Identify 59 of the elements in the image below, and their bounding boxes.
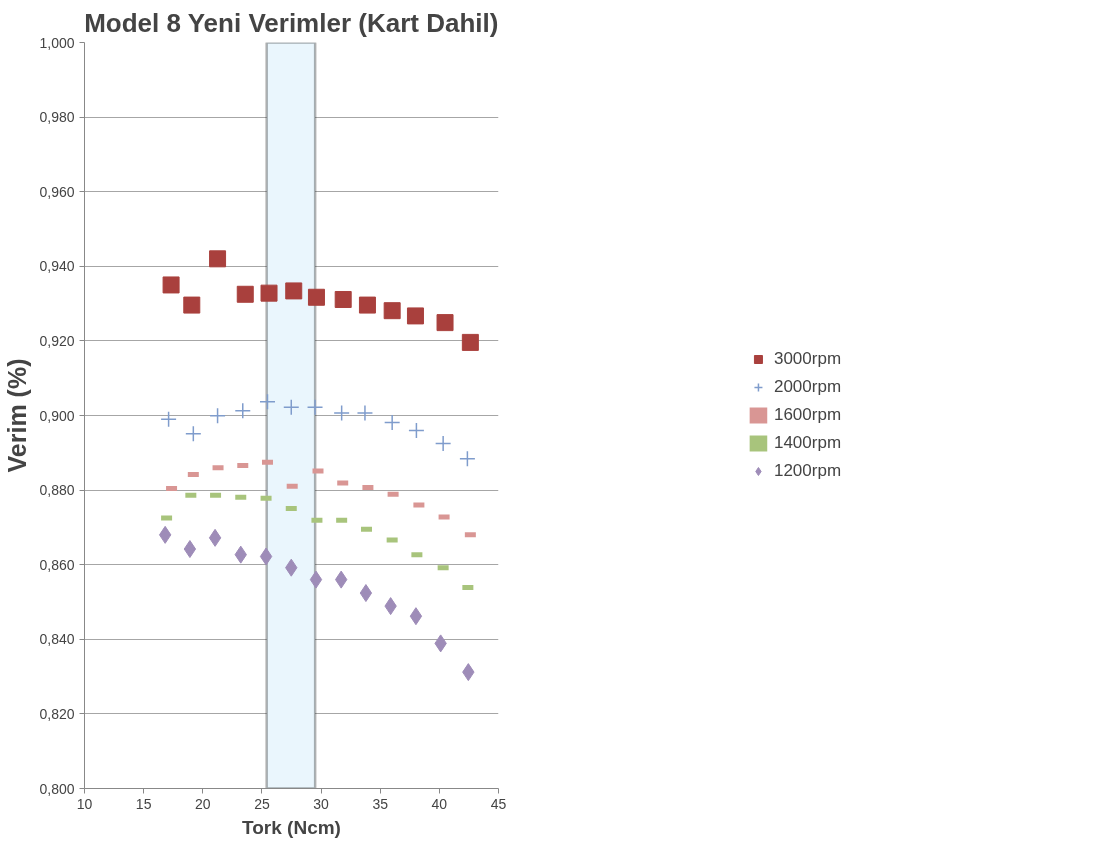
point	[359, 584, 373, 603]
x-tick-label: 25	[254, 795, 270, 812]
point	[309, 570, 323, 589]
point	[259, 393, 276, 410]
y-tick-label: 0,880	[39, 482, 75, 499]
x-tick-label: 10	[76, 795, 93, 812]
y-tick-label: 0,960	[39, 183, 75, 200]
legend-label: 1200rpm	[773, 461, 842, 481]
point	[307, 288, 325, 306]
y-tick-label: 0,840	[39, 631, 75, 648]
x-tick-label: 45	[490, 795, 507, 812]
x-tick-label: 20	[195, 795, 211, 812]
y-axis-title: Verim (%)	[3, 358, 32, 473]
point	[236, 285, 254, 303]
point	[183, 540, 197, 559]
point	[208, 528, 222, 547]
point	[383, 414, 401, 431]
point	[183, 296, 201, 314]
y-tick-label: 0,920	[39, 332, 75, 349]
point	[334, 291, 352, 308]
point	[306, 399, 324, 416]
point	[459, 450, 476, 468]
point	[162, 276, 180, 294]
y-tick-label: 0,940	[39, 258, 75, 275]
x-axis-title: Tork (Ncm)	[242, 816, 341, 838]
legend-label: 1400rpm	[773, 433, 842, 453]
point	[461, 333, 479, 351]
point	[185, 425, 202, 443]
chart-title: Model 8 Yeni Verimler (Kart Dahil)	[84, 7, 499, 38]
point	[434, 435, 452, 452]
y-tick-label: 0,900	[39, 407, 75, 424]
point	[436, 314, 454, 332]
point	[260, 284, 278, 302]
point	[259, 547, 273, 566]
point	[408, 422, 425, 439]
y-tick-label: 0,820	[39, 705, 75, 722]
y-tick-label: 0,860	[39, 556, 75, 573]
x-tick-label: 15	[135, 795, 152, 812]
point	[160, 410, 177, 428]
point	[285, 282, 303, 300]
legend-label: 2000rpm	[773, 377, 842, 397]
y-tick-label: 1,000	[39, 34, 75, 51]
point	[283, 399, 300, 416]
x-tick-label: 40	[431, 795, 448, 812]
x-tick-label: 30	[313, 795, 330, 812]
legend-label: 1600rpm	[773, 405, 842, 425]
x-tick-label: 35	[372, 795, 389, 812]
point	[358, 296, 376, 314]
point	[209, 250, 227, 268]
point	[333, 404, 350, 422]
legend-label: 3000rpm	[773, 349, 842, 369]
y-tick-label: 0,800	[39, 780, 75, 797]
point	[409, 607, 423, 626]
point	[209, 407, 226, 425]
point	[234, 402, 252, 419]
y-tick-label: 0,980	[39, 109, 75, 126]
point	[383, 302, 401, 320]
point	[406, 307, 424, 325]
point	[356, 404, 374, 422]
